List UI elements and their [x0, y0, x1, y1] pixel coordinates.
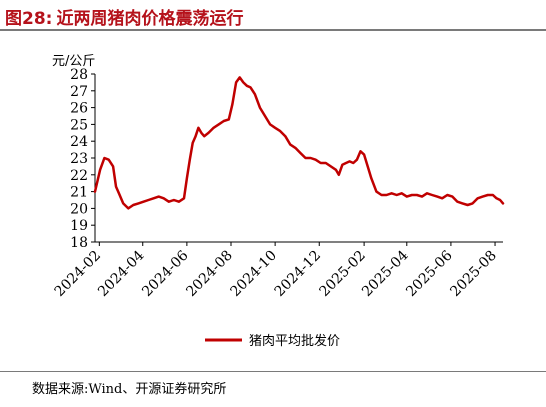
series-line: [93, 76, 505, 210]
y-tick-label: 27: [70, 84, 88, 100]
y-tick-label: 19: [70, 218, 88, 234]
source-rule: [0, 371, 546, 372]
y-axis-label: 元/公斤: [52, 54, 95, 69]
x-tick-label: 2024-08: [183, 248, 235, 300]
x-tick-label: 2024-04: [95, 247, 148, 300]
x-tick-label: 2024-10: [227, 248, 279, 300]
legend-label: 猪肉平均批发价: [249, 333, 340, 349]
figure-number: 图28:: [5, 9, 53, 29]
y-tick-label: 22: [70, 168, 88, 184]
x-tick-label: 2024-02: [52, 248, 104, 300]
source-note: 数据来源:Wind、开源证券研究所: [32, 382, 227, 397]
title-rule: [0, 29, 546, 31]
y-tick-label: 20: [70, 201, 88, 217]
y-tick-label: 23: [70, 151, 88, 167]
y-tick-label: 28: [70, 67, 88, 83]
y-tick-label: 26: [70, 101, 88, 117]
x-tick-label: 2025-06: [403, 247, 456, 300]
x-tick-label: 2024-12: [272, 248, 324, 300]
figure-title: 图28: 近两周猪肉价格震荡运行: [5, 4, 243, 29]
x-tick-label: 2025-08: [447, 248, 499, 300]
x-axis: 2024-022024-042024-062024-082024-102024-…: [52, 241, 503, 300]
figure-title-text: 近两周猪肉价格震荡运行: [56, 9, 244, 29]
y-tick-label: 25: [70, 117, 88, 133]
y-tick-label: 24: [70, 134, 88, 150]
x-tick-label: 2025-02: [316, 248, 368, 300]
y-tick-label: 18: [70, 235, 88, 251]
legend: 猪肉平均批发价: [205, 333, 340, 349]
x-tick-label: 2025-04: [359, 247, 412, 300]
series-group: [93, 76, 505, 210]
x-tick-label: 2024-06: [139, 247, 192, 300]
y-tick-label: 21: [70, 185, 88, 201]
